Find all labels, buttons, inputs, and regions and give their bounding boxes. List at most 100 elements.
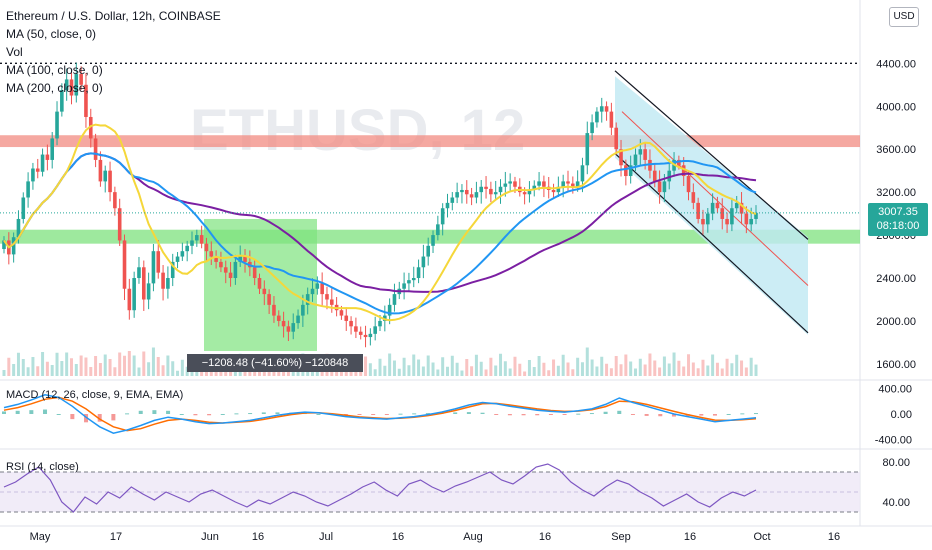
time-tick-label: Oct (753, 531, 770, 543)
volume-bar (701, 359, 705, 376)
candle (291, 323, 296, 332)
volume-bar (349, 370, 353, 376)
volume-bar (311, 368, 315, 376)
volume-bar (552, 359, 556, 376)
candle (561, 181, 565, 187)
candle (566, 181, 570, 184)
volume-bar (595, 366, 599, 376)
candle (739, 202, 744, 214)
volume-bar (749, 357, 753, 376)
candle (677, 159, 681, 166)
candle (527, 189, 532, 195)
price-tick-label: 1600.00 (876, 359, 916, 371)
candle (98, 159, 103, 182)
candle (214, 256, 218, 262)
candle (113, 192, 117, 209)
candle (2, 240, 6, 250)
time-tick-label: 17 (110, 531, 122, 543)
volume-bar (489, 357, 493, 376)
macd-hist-bar (138, 410, 143, 414)
volume-bar (513, 356, 517, 376)
candle (146, 283, 151, 300)
volume-bar (156, 357, 160, 376)
volume-bar (450, 355, 454, 376)
indicator-vol-label[interactable]: Vol (6, 45, 23, 59)
candle (296, 315, 300, 324)
macd-hist-bar (658, 414, 663, 417)
macd-hist-bar (480, 412, 485, 414)
indicator-ma50-label[interactable]: MA (50, close, 0) (6, 27, 97, 41)
candle (103, 170, 108, 182)
last-price-value: 3007.35 (878, 206, 918, 218)
time-tick-label: Aug (463, 531, 483, 543)
candle (551, 189, 556, 193)
volume-bar (118, 352, 122, 376)
candle (426, 245, 431, 257)
candle (199, 235, 204, 244)
price-tick-label: 4400.00 (876, 58, 916, 70)
macd-title: MACD (12, 26, close, 9, EMA, EMA) (6, 389, 183, 401)
rsi-line (3, 463, 757, 513)
volume-bar (69, 358, 73, 376)
candle (132, 278, 136, 311)
volume-bar (445, 366, 449, 376)
macd-hist-bar (521, 414, 526, 416)
candle (734, 202, 739, 209)
volume-bar (696, 368, 700, 376)
volume-bar (2, 370, 6, 376)
volume-bar (286, 369, 290, 376)
candle (21, 197, 26, 219)
candle (344, 315, 349, 321)
macd-tick-label: 400.00 (878, 383, 912, 395)
volume-bar (499, 353, 503, 376)
macd-hist-bar (425, 413, 430, 415)
volume-bar (402, 357, 406, 376)
candle (88, 116, 93, 139)
volume-bar (518, 363, 522, 376)
indicator-ma100-label[interactable]: MA (100, close, 0) (6, 63, 103, 77)
volume-bar (537, 356, 541, 376)
volume-bar (103, 354, 107, 376)
volume-bar (566, 362, 570, 376)
volume-bar (715, 362, 719, 376)
candle (358, 331, 363, 335)
volume-bar (123, 355, 127, 376)
volume-bar (50, 365, 54, 376)
candle (325, 294, 329, 300)
bar-countdown: 08:18:00 (876, 220, 920, 232)
candle (93, 138, 98, 160)
macd-hist-bar (371, 414, 376, 415)
candle (195, 235, 199, 241)
candle (117, 208, 122, 241)
volume-bar (624, 354, 628, 376)
candle (720, 208, 725, 219)
volume-bar (532, 367, 536, 376)
volume-bar (74, 364, 78, 376)
macd-hist-bar (712, 414, 717, 416)
candle (190, 240, 194, 246)
volume-bar (672, 352, 676, 376)
macd-hist-bar (275, 412, 280, 414)
candle (373, 326, 377, 334)
candle (204, 243, 209, 252)
candle (156, 251, 161, 273)
candle (464, 189, 469, 195)
macd-hist-bar (630, 414, 635, 415)
indicator-ma200-label[interactable]: MA (200, close, 0) (6, 81, 103, 95)
macd-hist-bar (220, 414, 225, 415)
volume-bar (176, 370, 180, 376)
volume-bar (580, 362, 584, 376)
volume-bar (108, 359, 112, 376)
currency-button[interactable]: USD (889, 7, 919, 27)
volume-bar (36, 366, 40, 376)
volume-bar (455, 362, 459, 376)
volume-bar (113, 367, 117, 376)
candle (484, 186, 488, 189)
volume-bar (643, 364, 647, 376)
volume-bar (658, 367, 662, 376)
volume-bar (31, 357, 35, 376)
rsi-tick-label: 80.00 (882, 457, 910, 469)
candle (619, 149, 623, 166)
candle (532, 185, 537, 190)
